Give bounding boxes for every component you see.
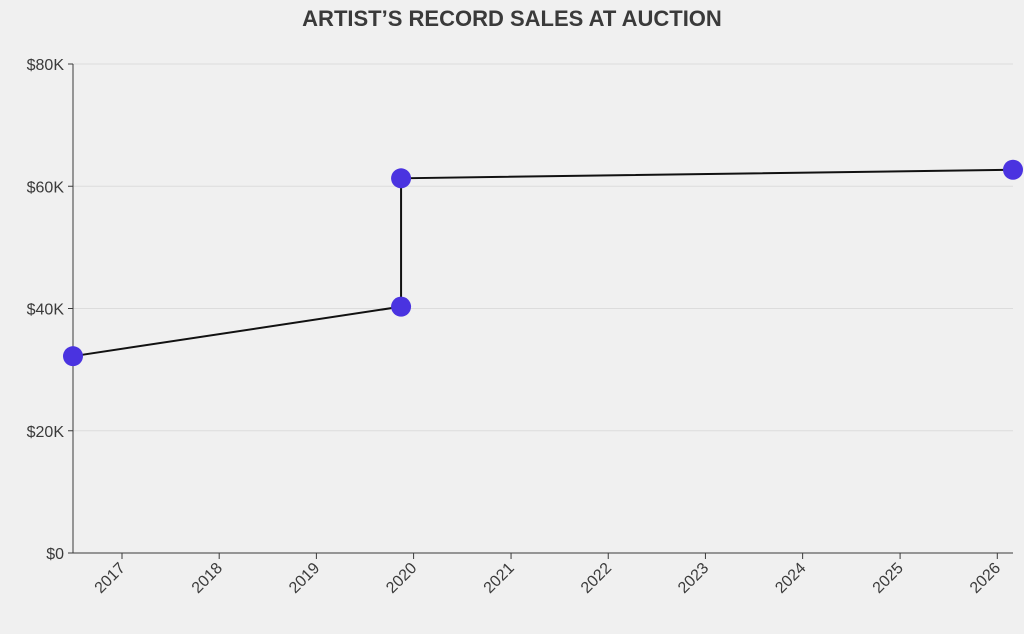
series-lines — [72, 168, 1014, 358]
data-point[interactable] — [391, 296, 412, 317]
y-axis-ticks: $0 $20K $40K $60K $80K — [27, 57, 73, 563]
data-point[interactable] — [1003, 159, 1023, 180]
data-point[interactable] — [391, 168, 412, 189]
y-tick-label: $40K — [27, 302, 65, 319]
series-line — [72, 168, 1014, 358]
x-tick-label: 2020 — [383, 560, 420, 597]
x-tick-label: 2021 — [481, 560, 518, 597]
x-tick-label: 2026 — [967, 560, 1004, 597]
x-tick-label: 2022 — [578, 560, 615, 597]
series-points — [63, 159, 1023, 367]
grid-lines — [73, 63, 1013, 432]
x-tick-label: 2019 — [286, 560, 323, 597]
x-tick-label: 2025 — [870, 560, 907, 597]
x-tick-label: 2023 — [675, 560, 712, 597]
y-tick-label: $0 — [46, 546, 64, 563]
data-point[interactable] — [63, 346, 83, 367]
x-tick-label: 2018 — [189, 560, 226, 597]
x-tick-label: 2017 — [92, 560, 129, 597]
x-tick-label: 2024 — [772, 560, 809, 597]
y-tick-label: $20K — [27, 424, 65, 441]
y-tick-label: $80K — [27, 57, 65, 74]
x-axis-ticks: 2017 2018 2019 2020 2021 2022 2023 2024 2025 2026 — [92, 553, 1004, 597]
chart-title: ARTIST’S RECORD SALES AT AUCTION — [302, 6, 722, 31]
y-tick-label: $60K — [27, 179, 65, 196]
